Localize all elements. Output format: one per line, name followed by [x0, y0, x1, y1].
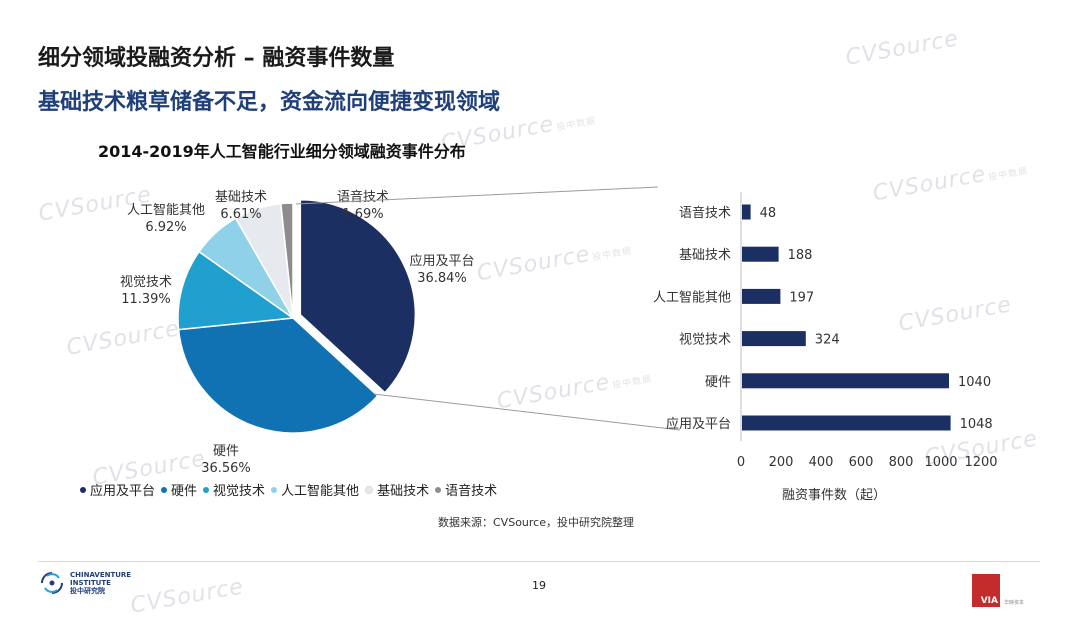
pie-slice-percent: 1.69%	[342, 207, 383, 222]
page-number: 19	[532, 579, 546, 592]
logo-line-1: CHINAVENTURE	[70, 571, 132, 579]
bar-category-label: 人工智能其他	[653, 290, 731, 305]
bar-category-label: 基础技术	[679, 248, 731, 263]
x-axis-label: 融资事件数（起）	[782, 488, 886, 503]
bar-value-label: 48	[760, 206, 777, 221]
pie-slice-label: 基础技术	[215, 190, 267, 205]
chart-title: 2014-2019年人工智能行业细分领域融资事件分布	[98, 142, 466, 161]
logo-line-2: INSTITUTE	[70, 579, 111, 587]
bar	[742, 246, 779, 262]
bar-chart: 语音技术 48 基础技术 188 人工智能其他 197 视觉技术 324 硬件 1040 应用及平台…	[653, 192, 998, 503]
x-tick-label: 1200	[964, 455, 997, 470]
bar-value-label: 324	[815, 333, 840, 348]
legend-swatch	[365, 485, 374, 494]
bar	[742, 331, 806, 347]
legend-swatch	[161, 486, 168, 493]
bar-value-label: 1048	[960, 417, 993, 432]
legend-label: 应用及平台	[90, 484, 156, 499]
pie-slice	[177, 250, 296, 331]
legend-swatch	[203, 486, 210, 493]
via-capital-logo: VIA 华映资本	[972, 574, 1024, 607]
x-tick-label: 600	[849, 455, 874, 470]
bar-value-label: 188	[788, 248, 813, 263]
footer-divider	[38, 561, 1040, 562]
bar	[742, 204, 751, 220]
x-tick-label: 1000	[924, 455, 957, 470]
via-logo-mark: VIA	[972, 574, 1000, 607]
pie-slice-label: 视觉技术	[120, 275, 172, 290]
pie-legend: 应用及平台 硬件 视觉技术 人工智能其他 基础技术 语音技术	[80, 480, 497, 499]
x-tick-label: 0	[737, 455, 745, 470]
via-logo-text: 华映资本	[1004, 600, 1025, 606]
bar-category-label: 语音技术	[679, 205, 731, 221]
legend-item: 人工智能其他	[271, 480, 359, 499]
bar	[742, 373, 949, 389]
pie-slice-label: 人工智能其他	[127, 203, 205, 218]
pie-slice-percent: 6.92%	[145, 220, 186, 235]
bar-category-label: 硬件	[705, 375, 731, 390]
source-note: 数据来源：CVSource，投中研究院整理	[438, 516, 634, 529]
bar	[742, 415, 951, 431]
legend-item: 语音技术	[435, 480, 497, 499]
legend-label: 人工智能其他	[281, 484, 360, 499]
logo-line-3: 投中研究院	[70, 587, 105, 595]
x-tick-label: 400	[809, 455, 834, 470]
bar-value-label: 1040	[958, 375, 991, 390]
x-tick-label: 800	[889, 455, 914, 470]
page-title: 细分领域投融资分析 – 融资事件数量	[38, 46, 395, 71]
bar-category-label: 视觉技术	[679, 333, 731, 348]
bar-value-label: 197	[789, 290, 814, 305]
chinaventure-logo-icon	[41, 572, 63, 594]
pie-slice	[279, 202, 294, 319]
bar-category-label: 应用及平台	[666, 416, 731, 432]
pie-slice-label: 应用及平台	[409, 253, 474, 269]
legend-label: 视觉技术	[213, 484, 266, 499]
chinaventure-logo: CHINAVENTURE INSTITUTE 投中研究院	[40, 571, 131, 595]
legend-label: 硬件	[171, 484, 198, 499]
legend-item: 视觉技术	[203, 480, 265, 499]
legend-swatch	[435, 486, 442, 493]
legend-item: 基础技术	[365, 480, 429, 499]
pie-slice-percent: 6.61%	[220, 207, 261, 222]
connector-line-top	[295, 186, 659, 205]
legend-item: 应用及平台	[80, 480, 155, 499]
pie-slice-percent: 11.39%	[121, 292, 171, 307]
page-subtitle: 基础技术粮草储备不足，资金流向便捷变现领域	[38, 90, 501, 115]
connector-line-bottom	[373, 393, 681, 431]
pie-chart: 应用及平台 36.84% 硬件 36.56% 视觉技术 11.39% 人工智能其他 6.92%…	[120, 186, 681, 476]
pie-slice-percent: 36.56%	[201, 461, 251, 476]
pie-slice-label: 硬件	[213, 444, 239, 459]
pie-slice	[299, 199, 417, 394]
legend-swatch	[271, 486, 278, 493]
pie-slice	[177, 317, 379, 434]
bar	[742, 288, 781, 304]
legend-swatch	[80, 486, 86, 493]
pie-slice-label: 语音技术	[337, 189, 389, 205]
x-tick-label: 200	[769, 455, 794, 470]
legend-item: 硬件	[161, 480, 197, 499]
legend-label: 基础技术	[377, 484, 430, 499]
legend-label: 语音技术	[445, 484, 498, 499]
pie-slice-percent: 36.84%	[417, 271, 467, 286]
